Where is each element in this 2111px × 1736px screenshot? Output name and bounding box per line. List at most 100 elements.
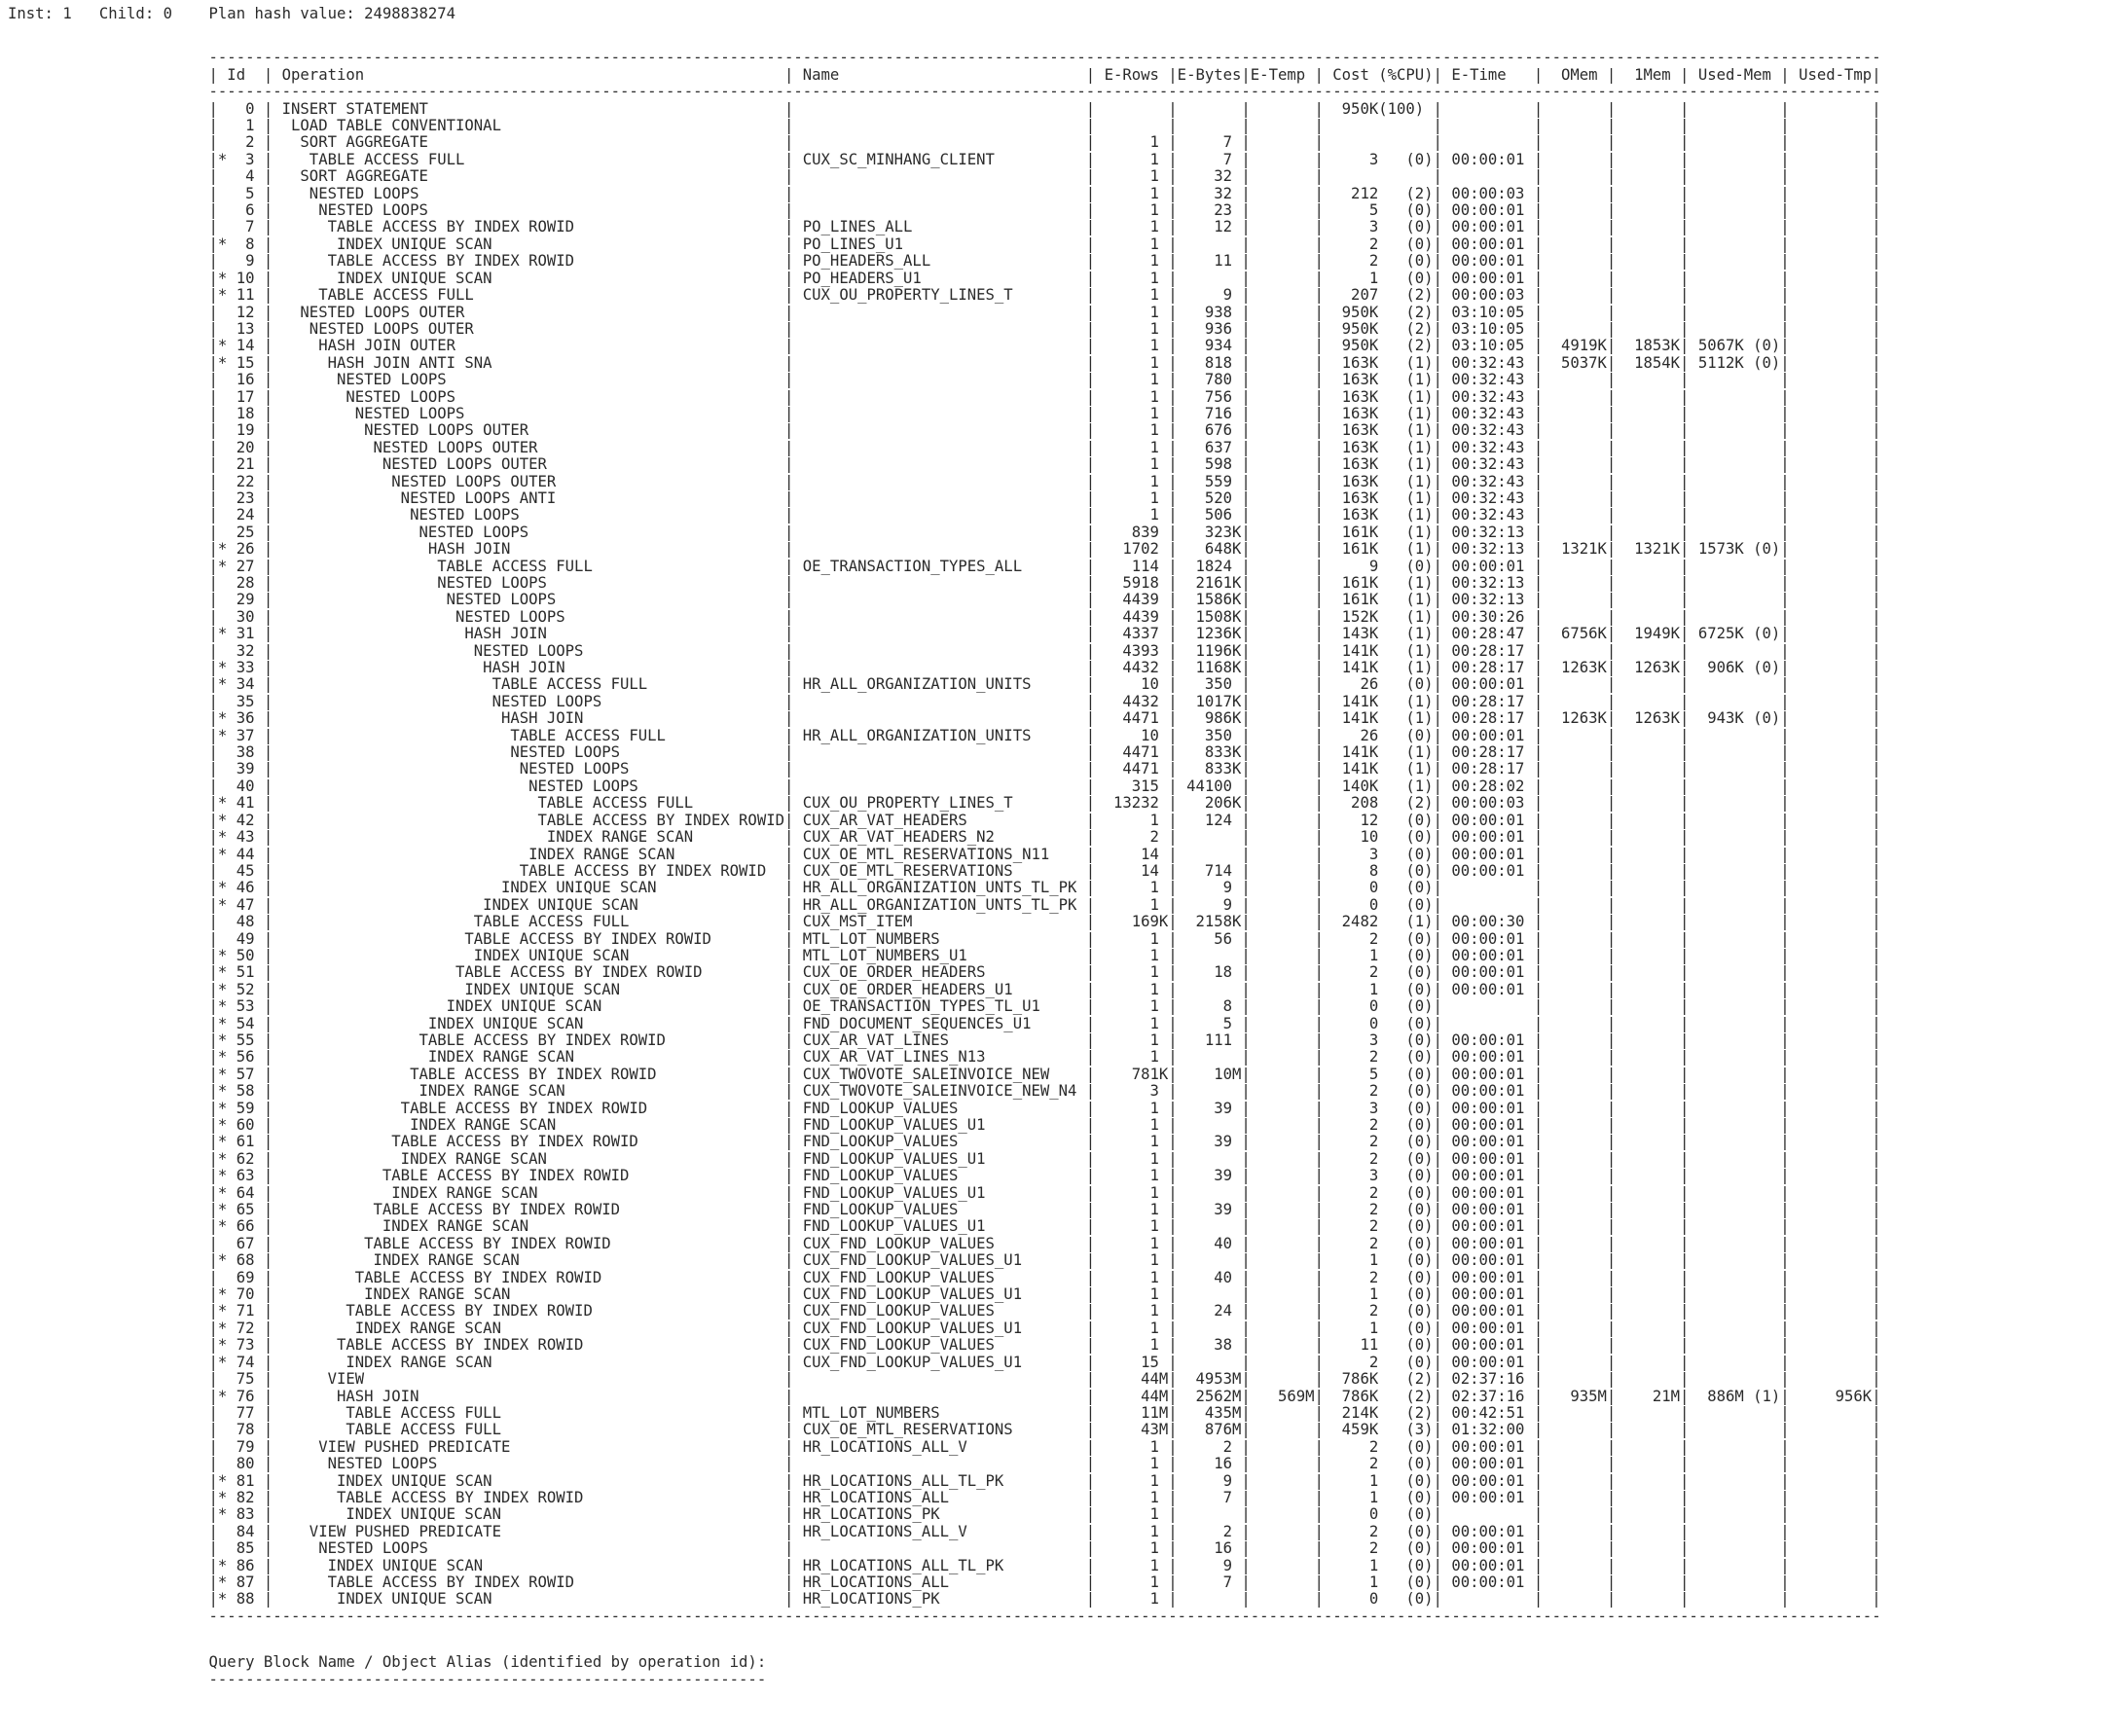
- plan-row: |* 68 | INDEX RANGE SCAN | CUX_FND_LOOKU…: [208, 1251, 1881, 1270]
- plan-row: |* 59 | TABLE ACCESS BY INDEX ROWID | FN…: [208, 1099, 1881, 1117]
- plan-row: |* 82 | TABLE ACCESS BY INDEX ROWID | HR…: [208, 1488, 1881, 1506]
- plan-row: |* 33 | HASH JOIN | | 4432 | 1168K| | 14…: [208, 659, 1881, 677]
- plan-row: | 16 | NESTED LOOPS | | 1 | 780 | | 163K…: [208, 371, 1881, 389]
- plan-row: |* 10 | INDEX UNIQUE SCAN | PO_HEADERS_U…: [208, 269, 1881, 287]
- plan-row: |* 66 | INDEX RANGE SCAN | FND_LOOKUP_VA…: [208, 1217, 1881, 1236]
- plan-row: | 1 | LOAD TABLE CONVENTIONAL | | | | | …: [208, 117, 1881, 135]
- plan-row: |* 88 | INDEX UNIQUE SCAN | HR_LOCATIONS…: [208, 1590, 1881, 1609]
- plan-row: |* 86 | INDEX UNIQUE SCAN | HR_LOCATIONS…: [208, 1556, 1881, 1574]
- plan-row: |* 53 | INDEX UNIQUE SCAN | OE_TRANSACTI…: [208, 997, 1881, 1016]
- plan-row: |* 57 | TABLE ACCESS BY INDEX ROWID | CU…: [208, 1065, 1881, 1083]
- plan-row: | 2 | SORT AGGREGATE | | 1 | 7 | | | | |…: [208, 133, 1881, 152]
- plan-row: | 39 | NESTED LOOPS | | 4471 | 833K| | 1…: [208, 760, 1881, 778]
- plan-row: |* 72 | INDEX RANGE SCAN | CUX_FND_LOOKU…: [208, 1319, 1881, 1337]
- plan-row: |* 65 | TABLE ACCESS BY INDEX ROWID | FN…: [208, 1201, 1881, 1219]
- plan-row: |* 71 | TABLE ACCESS BY INDEX ROWID | CU…: [208, 1302, 1881, 1320]
- plan-row: |* 76 | HASH JOIN | | 44M| 2562M| 569M| …: [208, 1387, 1881, 1405]
- plan-row: | 38 | NESTED LOOPS | | 4471 | 833K| | 1…: [208, 743, 1881, 762]
- plan-row: | 7 | TABLE ACCESS BY INDEX ROWID | PO_L…: [208, 218, 1881, 236]
- plan-row: | 78 | TABLE ACCESS FULL | CUX_OE_MTL_RE…: [208, 1421, 1881, 1439]
- plan-row: |* 46 | INDEX UNIQUE SCAN | HR_ALL_ORGAN…: [208, 879, 1881, 897]
- plan-row: |* 52 | INDEX UNIQUE SCAN | CUX_OE_ORDER…: [208, 980, 1881, 998]
- plan-hash-value: Plan hash value: 2498838274: [208, 5, 456, 22]
- plan-row: |* 27 | TABLE ACCESS FULL | OE_TRANSACTI…: [208, 557, 1881, 575]
- plan-row: | 29 | NESTED LOOPS | | 4439 | 1586K| | …: [208, 591, 1881, 609]
- plan-row: | 18 | NESTED LOOPS | | 1 | 716 | | 163K…: [208, 404, 1881, 422]
- plan-row: | 69 | TABLE ACCESS BY INDEX ROWID | CUX…: [208, 1268, 1881, 1286]
- plan-row: |* 62 | INDEX RANGE SCAN | FND_LOOKUP_VA…: [208, 1149, 1881, 1168]
- plan-row: |* 58 | INDEX RANGE SCAN | CUX_TWOVOTE_S…: [208, 1082, 1881, 1101]
- plan-row: |* 50 | INDEX UNIQUE SCAN | MTL_LOT_NUMB…: [208, 946, 1881, 964]
- table-border-bottom: ----------------------------------------…: [208, 1607, 1881, 1625]
- plan-row: | 48 | TABLE ACCESS FULL | CUX_MST_ITEM …: [208, 913, 1881, 931]
- plan-row: | 30 | NESTED LOOPS | | 4439 | 1508K| | …: [208, 607, 1881, 626]
- plan-row: |* 34 | TABLE ACCESS FULL | HR_ALL_ORGAN…: [208, 675, 1881, 694]
- plan-row: |* 54 | INDEX UNIQUE SCAN | FND_DOCUMENT…: [208, 1014, 1881, 1032]
- plan-row: | 67 | TABLE ACCESS BY INDEX ROWID | CUX…: [208, 1234, 1881, 1252]
- plan-row: |* 56 | INDEX RANGE SCAN | CUX_AR_VAT_LI…: [208, 1048, 1881, 1067]
- plan-row: | 45 | TABLE ACCESS BY INDEX ROWID | CUX…: [208, 861, 1881, 880]
- plan-row: |* 83 | INDEX UNIQUE SCAN | HR_LOCATIONS…: [208, 1505, 1881, 1524]
- plan-row: |* 87 | TABLE ACCESS BY INDEX ROWID | HR…: [208, 1573, 1881, 1591]
- plan-row: | 35 | NESTED LOOPS | | 4432 | 1017K| | …: [208, 692, 1881, 710]
- plan-row: | 0 | INSERT STATEMENT | | | | | 950K(10…: [208, 99, 1881, 118]
- table-border-top: ----------------------------------------…: [208, 49, 1881, 67]
- query-block-title: Query Block Name / Object Alias (identif…: [208, 1653, 767, 1672]
- child-label: Child: 0: [98, 5, 172, 22]
- table-header-row: | Id | Operation | Name | E-Rows |E-Byte…: [208, 65, 1881, 84]
- plan-report: Inst: 1 Child: 0 Plan hash value: 24988382…: [8, 5, 2111, 1688]
- plan-row: | 4 | SORT AGGREGATE | | 1 | 32 | | | | …: [208, 167, 1881, 186]
- query-block-section: Query Block Name / Object Alias (identif…: [208, 1653, 2111, 1688]
- plan-row: |* 42 | TABLE ACCESS BY INDEX ROWID| CUX…: [208, 811, 1881, 829]
- plan-row: | 6 | NESTED LOOPS | | 1 | 23 | | 5 (0)|…: [208, 201, 1881, 220]
- plan-row: |* 8 | INDEX UNIQUE SCAN | PO_LINES_U1 |…: [208, 235, 1881, 253]
- plan-table: ----------------------------------------…: [208, 49, 2111, 1625]
- plan-row: | 25 | NESTED LOOPS | | 839 | 323K| | 16…: [208, 523, 1881, 541]
- plan-row: |* 61 | TABLE ACCESS BY INDEX ROWID | FN…: [208, 1133, 1881, 1151]
- plan-row: | 21 | NESTED LOOPS OUTER | | 1 | 598 | …: [208, 455, 1881, 474]
- plan-row: |* 63 | TABLE ACCESS BY INDEX ROWID | FN…: [208, 1167, 1881, 1185]
- plan-row: | 13 | NESTED LOOPS OUTER | | 1 | 936 | …: [208, 319, 1881, 338]
- plan-row: | 77 | TABLE ACCESS FULL | MTL_LOT_NUMBE…: [208, 1403, 1881, 1422]
- plan-row: | 28 | NESTED LOOPS | | 5918 | 2161K| | …: [208, 574, 1881, 592]
- plan-row: | 49 | TABLE ACCESS BY INDEX ROWID | MTL…: [208, 929, 1881, 948]
- plan-row: | 19 | NESTED LOOPS OUTER | | 1 | 676 | …: [208, 421, 1881, 440]
- report-header-line: Inst: 1 Child: 0 Plan hash value: 24988382…: [8, 5, 2111, 22]
- plan-row: | 5 | NESTED LOOPS | | 1 | 32 | | 212 (2…: [208, 184, 1881, 202]
- table-header-separator: ----------------------------------------…: [208, 83, 1881, 101]
- plan-row: |* 55 | TABLE ACCESS BY INDEX ROWID | CU…: [208, 1031, 1881, 1049]
- plan-row: |* 41 | TABLE ACCESS FULL | CUX_OU_PROPE…: [208, 794, 1881, 813]
- plan-row: | 79 | VIEW PUSHED PREDICATE | HR_LOCATI…: [208, 1437, 1881, 1456]
- plan-row: | 85 | NESTED LOOPS | | 1 | 16 | | 2 (0)…: [208, 1539, 1881, 1558]
- plan-row: |* 81 | INDEX UNIQUE SCAN | HR_LOCATIONS…: [208, 1471, 1881, 1490]
- plan-row: | 32 | NESTED LOOPS | | 4393 | 1196K| | …: [208, 641, 1881, 660]
- plan-row: |* 26 | HASH JOIN | | 1702 | 648K| | 161…: [208, 540, 1881, 559]
- query-block-underline: ----------------------------------------…: [208, 1670, 767, 1688]
- plan-row: | 84 | VIEW PUSHED PREDICATE | HR_LOCATI…: [208, 1522, 1881, 1540]
- plan-row: |* 15 | HASH JOIN ANTI SNA | | 1 | 818 |…: [208, 353, 1881, 372]
- plan-row: |* 70 | INDEX RANGE SCAN | CUX_FND_LOOKU…: [208, 1285, 1881, 1304]
- plan-row: |* 47 | INDEX UNIQUE SCAN | HR_ALL_ORGAN…: [208, 895, 1881, 914]
- plan-row: | 9 | TABLE ACCESS BY INDEX ROWID | PO_H…: [208, 252, 1881, 271]
- plan-row: |* 43 | INDEX RANGE SCAN | CUX_AR_VAT_HE…: [208, 828, 1881, 847]
- plan-row: |* 44 | INDEX RANGE SCAN | CUX_OE_MTL_RE…: [208, 845, 1881, 863]
- plan-row: |* 3 | TABLE ACCESS FULL | CUX_SC_MINHAN…: [208, 150, 1881, 168]
- plan-row: |* 64 | INDEX RANGE SCAN | FND_LOOKUP_VA…: [208, 1183, 1881, 1202]
- plan-row: | 22 | NESTED LOOPS OUTER | | 1 | 559 | …: [208, 472, 1881, 490]
- plan-row: |* 14 | HASH JOIN OUTER | | 1 | 934 | | …: [208, 337, 1881, 355]
- plan-row: |* 11 | TABLE ACCESS FULL | CUX_OU_PROPE…: [208, 286, 1881, 305]
- plan-row: | 23 | NESTED LOOPS ANTI | | 1 | 520 | |…: [208, 488, 1881, 507]
- plan-row: | 20 | NESTED LOOPS OUTER | | 1 | 637 | …: [208, 438, 1881, 456]
- plan-row: |* 36 | HASH JOIN | | 4471 | 986K| | 141…: [208, 709, 1881, 728]
- plan-row: | 40 | NESTED LOOPS | | 315 | 44100 | | …: [208, 777, 1881, 795]
- plan-row: |* 51 | TABLE ACCESS BY INDEX ROWID | CU…: [208, 963, 1881, 982]
- instance-label: Inst: 1: [8, 5, 72, 22]
- plan-row: |* 74 | INDEX RANGE SCAN | CUX_FND_LOOKU…: [208, 1353, 1881, 1371]
- plan-row: | 17 | NESTED LOOPS | | 1 | 756 | | 163K…: [208, 387, 1881, 406]
- plan-row: |* 37 | TABLE ACCESS FULL | HR_ALL_ORGAN…: [208, 726, 1881, 744]
- plan-row: |* 73 | TABLE ACCESS BY INDEX ROWID | CU…: [208, 1336, 1881, 1355]
- plan-row: | 12 | NESTED LOOPS OUTER | | 1 | 938 | …: [208, 303, 1881, 321]
- plan-row: |* 31 | HASH JOIN | | 4337 | 1236K| | 14…: [208, 625, 1881, 643]
- plan-row: | 75 | VIEW | | 44M| 4953M| | 786K (2)| …: [208, 1370, 1881, 1389]
- plan-row: | 24 | NESTED LOOPS | | 1 | 506 | | 163K…: [208, 506, 1881, 524]
